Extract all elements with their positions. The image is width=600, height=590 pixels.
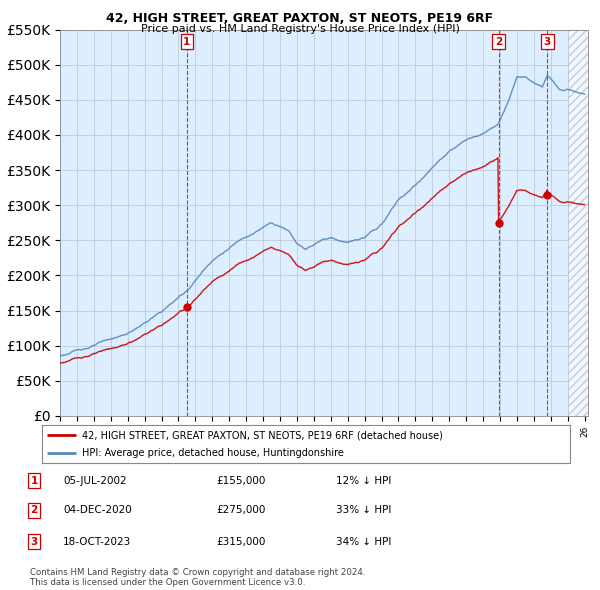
Text: 12% ↓ HPI: 12% ↓ HPI — [336, 476, 391, 486]
Text: 05-JUL-2002: 05-JUL-2002 — [63, 476, 127, 486]
Text: 18-OCT-2023: 18-OCT-2023 — [63, 537, 131, 546]
Text: 3: 3 — [31, 537, 38, 546]
Text: 2: 2 — [31, 506, 38, 515]
Text: 34% ↓ HPI: 34% ↓ HPI — [336, 537, 391, 546]
Text: 3: 3 — [544, 37, 551, 47]
Text: 42, HIGH STREET, GREAT PAXTON, ST NEOTS, PE19 6RF: 42, HIGH STREET, GREAT PAXTON, ST NEOTS,… — [106, 12, 494, 25]
Bar — [568, 30, 588, 416]
Text: HPI: Average price, detached house, Huntingdonshire: HPI: Average price, detached house, Hunt… — [82, 448, 343, 458]
Text: Contains HM Land Registry data © Crown copyright and database right 2024.
This d: Contains HM Land Registry data © Crown c… — [30, 568, 365, 587]
Text: Price paid vs. HM Land Registry's House Price Index (HPI): Price paid vs. HM Land Registry's House … — [140, 24, 460, 34]
Text: 1: 1 — [31, 476, 38, 486]
Text: £315,000: £315,000 — [216, 537, 265, 546]
Text: 42, HIGH STREET, GREAT PAXTON, ST NEOTS, PE19 6RF (detached house): 42, HIGH STREET, GREAT PAXTON, ST NEOTS,… — [82, 430, 442, 440]
Text: £155,000: £155,000 — [216, 476, 265, 486]
Text: £275,000: £275,000 — [216, 506, 265, 515]
Text: 1: 1 — [183, 37, 191, 47]
Text: 33% ↓ HPI: 33% ↓ HPI — [336, 506, 391, 515]
Text: 04-DEC-2020: 04-DEC-2020 — [63, 506, 132, 515]
Text: 2: 2 — [495, 37, 502, 47]
